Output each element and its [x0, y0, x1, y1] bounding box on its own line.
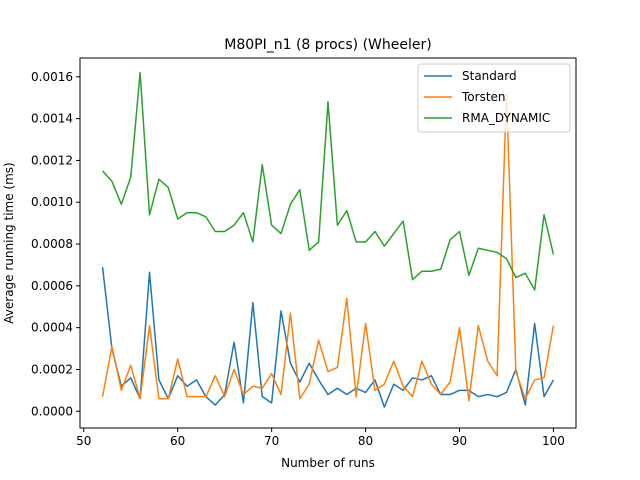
- series-line-torsten: [101, 92, 555, 402]
- legend-label: Torsten: [461, 90, 506, 104]
- ticks-layer: 50 60 70 80 90 100 0.0000 0.0002 0.0004 0.0006 0.0…: [31, 70, 565, 448]
- legend-label: RMA_DYNAMIC: [462, 111, 550, 125]
- y-tick-label: 0.0000: [31, 404, 73, 418]
- y-tick-label: 0.0016: [31, 70, 73, 84]
- plot-frame: [79, 57, 577, 429]
- x-axis-label: Number of runs: [281, 456, 375, 470]
- x-tick-label: 50: [76, 434, 91, 448]
- legend-label: Standard: [462, 69, 517, 83]
- y-tick-label: 0.0008: [31, 237, 73, 251]
- chart-title: M80PI_n1 (8 procs) (Wheeler): [224, 37, 431, 53]
- x-tick-label: 90: [452, 434, 467, 448]
- y-tick-label: 0.0002: [31, 362, 73, 376]
- legend: Standard Torsten RMA_DYNAMIC: [417, 63, 571, 133]
- y-axis-label: Average running time (ms): [2, 162, 16, 323]
- x-tick-label: 70: [264, 434, 279, 448]
- legend-frame: [417, 63, 571, 133]
- series-line-standard: [101, 266, 555, 408]
- series-layer: [101, 71, 555, 408]
- x-tick-label: 60: [170, 434, 185, 448]
- x-tick-label: 80: [358, 434, 373, 448]
- y-tick-label: 0.0004: [31, 321, 73, 335]
- x-tick-label: 100: [542, 434, 565, 448]
- y-tick-label: 0.0014: [31, 112, 73, 126]
- y-tick-label: 0.0006: [31, 279, 73, 293]
- series-line-rma-dynamic: [101, 71, 555, 291]
- y-tick-label: 0.0012: [31, 153, 73, 167]
- y-tick-label: 0.0010: [31, 195, 73, 209]
